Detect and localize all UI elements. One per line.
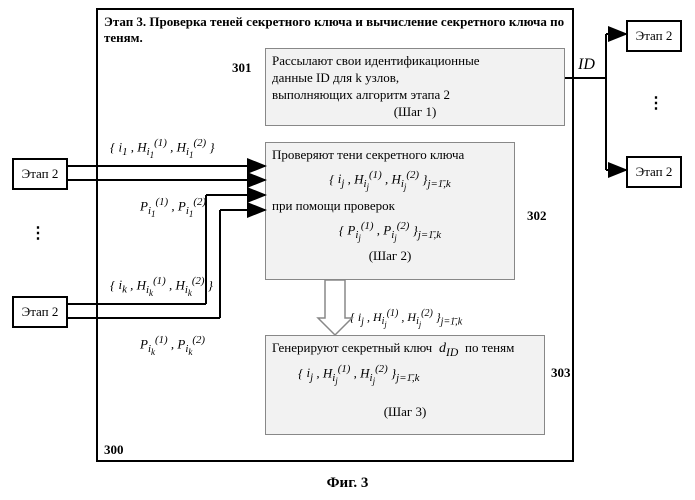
math-ik-set: { ik , Hik(1) , Hik(2) } [110, 275, 213, 298]
math-P-i1: Pi1(1) , Pi1(2) [140, 196, 206, 219]
step3-math: { ij , Hij(1) , Hij(2) }j=1̄,k [272, 360, 538, 390]
step2-math2: { Pij(1) , Pij(2) }j=1̄,k [272, 215, 508, 249]
label-300: 300 [104, 442, 124, 458]
stage2-box-bottom-right: Этап 2 [626, 156, 682, 188]
step3-line1: Генерируют секретный ключ dID по теням [272, 340, 538, 360]
step2-line1: Проверяют тени секретного ключа [272, 147, 508, 164]
step3-line3: (Шаг 3) [272, 390, 538, 421]
step1-line1: Рассылают свои идентификационные [272, 53, 558, 70]
vdots-left: ⋮ [30, 230, 46, 238]
label-301: 301 [232, 60, 252, 76]
step2-line2: при помощи проверок [272, 198, 508, 215]
step2-line3: (Шаг 2) [272, 248, 508, 265]
step2-box: Проверяют тени секретного ключа { ij , H… [265, 142, 515, 280]
stage2-box-top-right: Этап 2 [626, 20, 682, 52]
stage3-title: Этап 3. Проверка теней секретного ключа … [98, 10, 572, 51]
step3-box: Генерируют секретный ключ dID по теням {… [265, 335, 545, 435]
stage2-box-top-left: Этап 2 [12, 158, 68, 190]
step2-math1: { ij , Hij(1) , Hij(2) }j=1̄,k [272, 164, 508, 198]
step1-line3: выполняющих алгоритм этапа 2 [272, 87, 558, 104]
id-label: ID [578, 56, 595, 74]
math-i1-set: { i1 , Hi1(1) , Hi1(2) } [110, 137, 215, 160]
label-302: 302 [527, 208, 547, 224]
stage2-box-bottom-left: Этап 2 [12, 296, 68, 328]
math-P-ik: Pik(1) , Pik(2) [140, 334, 205, 357]
step1-line4: (Шаг 1) [272, 104, 558, 121]
step1-line2: данные ID для k узлов, [272, 70, 558, 87]
step1-box: Рассылают свои идентификационные данные … [265, 48, 565, 126]
vdots-right: ⋮ [648, 100, 664, 108]
figure-caption: Фиг. 3 [0, 475, 695, 492]
math-arrow-label: { ij , Hij(1) , Hij(2) }j=1̄,k [350, 308, 462, 329]
label-303: 303 [551, 365, 571, 381]
